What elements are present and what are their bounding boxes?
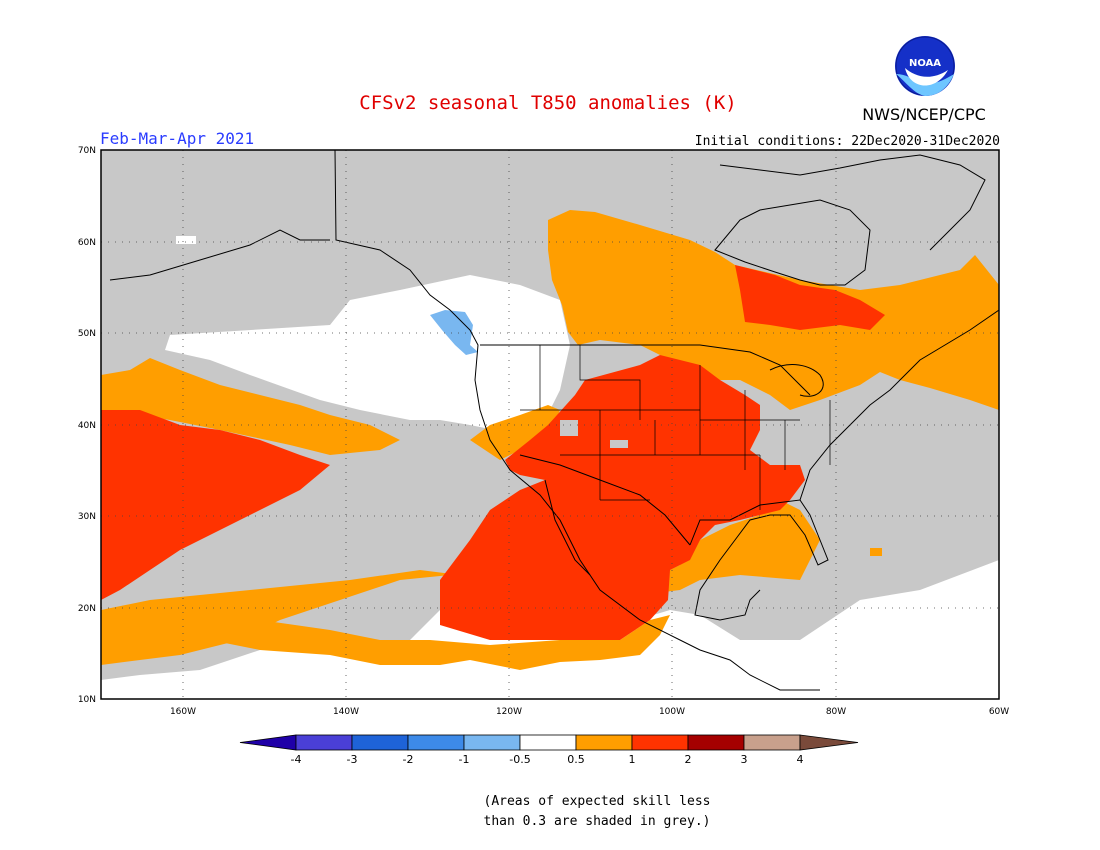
agency-label: NWS/NCEP/CPC xyxy=(862,105,986,124)
map-frame xyxy=(100,149,1000,700)
colorbar-label: -0.5 xyxy=(509,753,530,766)
lat-tick-label: 60N xyxy=(78,238,96,248)
positive-1-2-regions xyxy=(101,265,885,640)
colorbar-swatch xyxy=(351,734,409,751)
skill-note-line1: (Areas of expected skill less xyxy=(484,794,711,809)
lat-tick-label: 50N xyxy=(78,329,96,339)
colorbar-swatch xyxy=(743,734,801,751)
colorbar-swatch xyxy=(463,734,521,751)
colorbar-label: 4 xyxy=(797,753,804,766)
lon-tick-label: 120W xyxy=(496,707,522,717)
chart-title: CFSv2 seasonal T850 anomalies (K) xyxy=(359,92,737,114)
skill-note-line2: than 0.3 are shaded in grey.) xyxy=(484,814,711,829)
lat-tick-label: 30N xyxy=(78,512,96,522)
lon-tick-label: 80W xyxy=(826,707,846,717)
lat-tick-label: 70N xyxy=(78,146,96,156)
lon-tick-label: 140W xyxy=(333,707,359,717)
colorbar-label: 1 xyxy=(629,753,636,766)
season-label: Feb-Mar-Apr 2021 xyxy=(100,129,254,148)
colorbar-swatch xyxy=(687,734,745,751)
colorbar-swatch xyxy=(631,734,689,751)
lat-ticks: 70N 60N 50N 40N 30N 20N 10N xyxy=(78,146,96,705)
colorbar-arrow-low xyxy=(239,734,297,751)
colorbar-swatch xyxy=(519,734,577,751)
colorbar-label: -4 xyxy=(291,753,302,766)
negative-0.5-1-region xyxy=(430,310,478,355)
colorbar-swatch xyxy=(575,734,633,751)
state-borders xyxy=(520,345,831,510)
lat-tick-label: 40N xyxy=(78,421,96,431)
colorbar-label: 2 xyxy=(685,753,692,766)
colorbar-swatch xyxy=(295,734,353,751)
lon-tick-label: 60W xyxy=(989,707,1009,717)
svg-text:NOAA: NOAA xyxy=(909,58,941,69)
noaa-logo: NOAA xyxy=(895,36,955,96)
gridlines xyxy=(101,150,999,699)
lat-tick-label: 20N xyxy=(78,604,96,614)
colorbar-label: 0.5 xyxy=(567,753,585,766)
lat-tick-label: 10N xyxy=(78,695,96,705)
colorbar-label: -2 xyxy=(403,753,414,766)
colorbar-swatch xyxy=(407,734,465,751)
initial-conditions-label: Initial conditions: 22Dec2020-31Dec2020 xyxy=(695,134,1000,149)
colorbar-label: -1 xyxy=(459,753,470,766)
colorbar-arrow-high xyxy=(799,734,859,751)
colorbar: -4 -3 -2 -1 -0.5 0.5 1 2 3 4 xyxy=(239,734,859,766)
coastlines xyxy=(109,150,999,691)
colorbar-label: -3 xyxy=(347,753,358,766)
lon-tick-label: 160W xyxy=(170,707,196,717)
anomaly-map xyxy=(101,150,999,699)
lon-ticks: 160W 140W 120W 100W 80W 60W xyxy=(170,707,1009,717)
lon-tick-label: 100W xyxy=(659,707,685,717)
colorbar-label: 3 xyxy=(741,753,748,766)
